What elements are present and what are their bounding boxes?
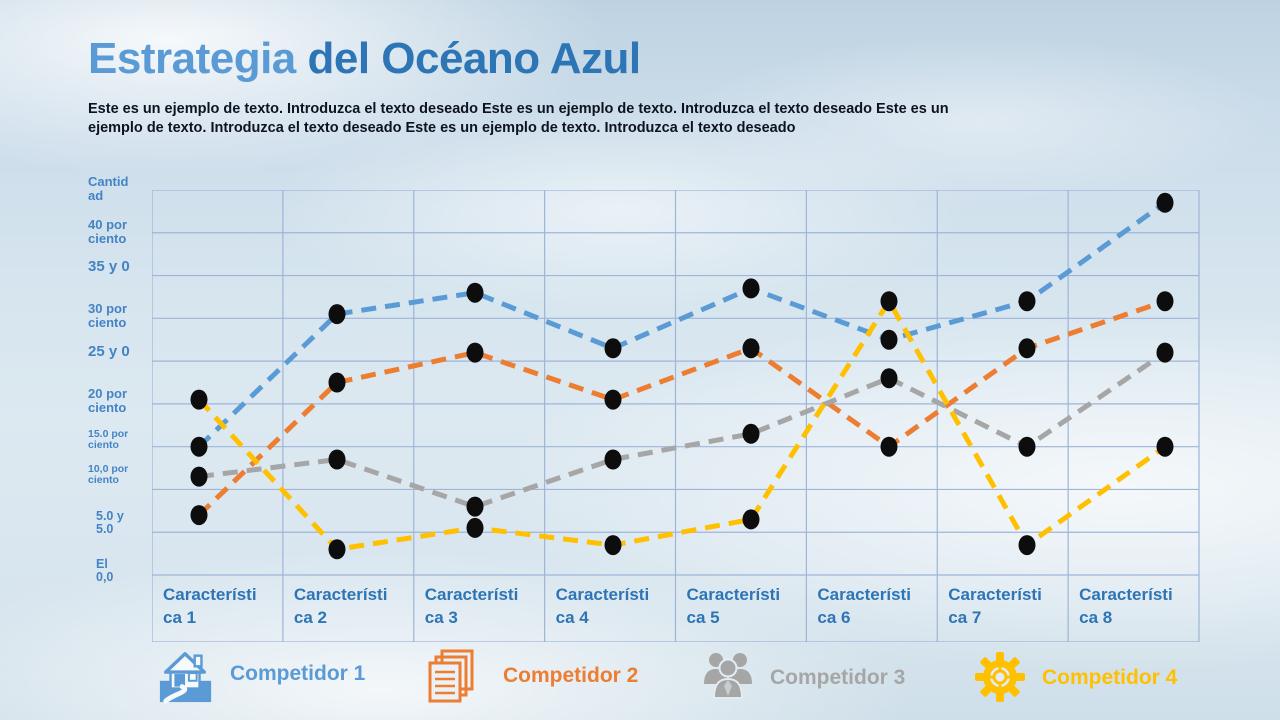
data-point (742, 338, 760, 359)
y-axis-tick-label: El 0,0 (96, 557, 114, 585)
x-category-label: Característi ca 8 (1079, 585, 1173, 627)
y-axis-title: Cantidad (88, 174, 129, 203)
house-icon (159, 652, 212, 704)
page-title-part2: del Océano Azul (307, 34, 641, 83)
y-axis-tick-label: 5.0 y 5.0 (96, 509, 124, 537)
series-line-competidor-4 (197, 296, 1167, 552)
data-point (466, 496, 484, 517)
data-point (742, 509, 760, 530)
page-title-part1: Estrategia (88, 34, 308, 83)
data-point (604, 338, 622, 359)
data-point (880, 291, 898, 312)
data-point (742, 278, 760, 299)
data-point (190, 436, 208, 457)
subtitle-text: Este es un ejemplo de texto. Introduzca … (88, 101, 949, 136)
y-axis-tick-label: 35 y 0 (88, 258, 130, 275)
data-point (604, 535, 622, 556)
data-point (1018, 535, 1036, 556)
data-point (1018, 338, 1036, 359)
series-line-competidor-2 (197, 298, 1166, 517)
data-point (190, 466, 208, 487)
legend-label: Competidor 1 (230, 662, 366, 685)
data-point (328, 539, 346, 560)
data-point (190, 505, 208, 526)
x-category-label: Característi ca 2 (293, 585, 388, 627)
x-category-label: Característi ca 6 (817, 585, 911, 627)
data-point (1018, 436, 1036, 457)
data-point (328, 372, 346, 393)
gear-icon (975, 652, 1025, 702)
x-category-label: Característi ca 3 (424, 585, 519, 627)
data-point (880, 436, 898, 457)
data-point (1156, 342, 1174, 363)
legend-label: Competidor 3 (770, 666, 906, 689)
x-category-label: Característi ca 7 (948, 585, 1042, 627)
people-icon (704, 653, 752, 699)
legend-label: Competidor 2 (503, 664, 639, 687)
chart-gridlines (152, 190, 1200, 642)
series-line-competidor-3 (198, 350, 1167, 510)
data-point (328, 304, 346, 325)
data-point (604, 389, 622, 410)
y-axis-tick-label: 30 por ciento (88, 301, 128, 330)
documents-icon (428, 649, 474, 703)
data-point (880, 368, 898, 389)
page-title: Estrategia del Océano Azul (88, 34, 641, 84)
data-point (1156, 291, 1174, 312)
y-axis-tick-label: 20 por ciento (88, 386, 128, 415)
x-category-label: Característi ca 5 (686, 585, 781, 627)
data-point (604, 449, 622, 470)
data-point (466, 517, 484, 538)
data-point (880, 329, 898, 350)
data-point (466, 282, 484, 303)
x-category-label: Característi ca 4 (555, 585, 650, 627)
y-axis-tick-label: 40 por ciento (88, 217, 128, 246)
legend-label: Competidor 4 (1042, 666, 1178, 689)
data-point (742, 423, 760, 444)
y-axis-tick-label: 10,0 por ciento (88, 463, 129, 487)
data-point (190, 389, 208, 410)
data-point (1156, 436, 1174, 457)
y-axis-tick-label: 25 y 0 (88, 343, 130, 360)
x-category-label: Característi ca 1 (163, 585, 257, 627)
y-axis-tick-label: 15.0 por ciento (88, 428, 129, 452)
data-point (328, 449, 346, 470)
data-point (1156, 192, 1174, 213)
series-line-competidor-1 (197, 200, 1167, 449)
data-point (466, 342, 484, 363)
strategy-line-chart (152, 190, 1200, 642)
data-point (1018, 291, 1036, 312)
